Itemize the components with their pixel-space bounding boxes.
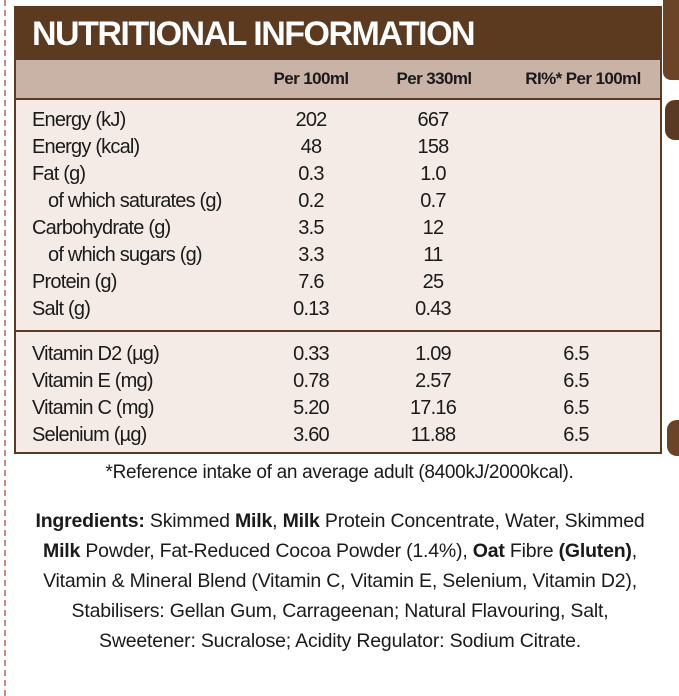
nutrient-row: Energy (kJ) 202 667: [16, 108, 660, 135]
nutrient-label: of which sugars (g): [48, 244, 203, 266]
vitamin-row: Vitamin C (mg) 5.20 17.16 6.5: [16, 396, 660, 423]
value-ri-percent: 6.5: [563, 343, 589, 365]
value-ri-percent: 6.5: [563, 370, 589, 392]
value-per-330ml: 25: [422, 271, 444, 293]
nutrient-label: Energy (kJ): [32, 109, 126, 131]
value-per-100ml: 3.5: [298, 217, 324, 239]
value-per-330ml: 158: [417, 136, 450, 158]
header-divider: [16, 98, 660, 100]
ingredient-emphasis: Oat: [472, 540, 505, 562]
nutrient-row: Salt (g) 0.13 0.43: [16, 297, 660, 324]
column-header-ri: RI%* Per 100ml: [525, 69, 641, 88]
nutrient-row: Carbohydrate (g) 3.5 12: [16, 216, 660, 243]
value-ri-percent: 6.5: [563, 424, 589, 446]
nutrient-label: Selenium (µg): [32, 424, 147, 446]
ingredients-text: Ingredients: Skimmed Milk, Milk Protein …: [30, 506, 650, 656]
panel-title: NUTRITIONAL INFORMATION: [16, 8, 660, 60]
nutrient-label: Carbohydrate (g): [32, 217, 171, 239]
ingredient-emphasis: Milk: [43, 540, 81, 562]
value-per-330ml: 0.43: [415, 298, 452, 320]
nutrient-label: of which saturates (g): [48, 190, 222, 212]
value-per-330ml: 1.0: [420, 163, 446, 185]
nutrient-row: of which saturates (g) 0.2 0.7: [16, 189, 660, 216]
nutrient-row: of which sugars (g) 3.3 11: [16, 243, 660, 270]
macro-rows: Energy (kJ) 202 667 Energy (kcal) 48 158 Fat (…: [16, 100, 660, 324]
value-per-330ml: 11: [423, 244, 443, 266]
value-per-100ml: 5.20: [293, 397, 330, 419]
value-per-330ml: 0.7: [420, 190, 446, 212]
value-per-100ml: 202: [295, 109, 328, 131]
nutrient-label: Energy (kcal): [32, 136, 140, 158]
value-per-330ml: 2.57: [415, 370, 452, 392]
value-per-330ml: 12: [422, 217, 444, 239]
ingredient-segment: Protein Concentrate, Water, Skimmed: [319, 510, 645, 532]
nutrient-label: Vitamin D2 (µg): [32, 343, 160, 365]
column-header-per-330ml: Per 330ml: [396, 69, 473, 88]
ingredient-segment: Skimmed: [144, 510, 236, 532]
value-per-100ml: 0.33: [293, 343, 330, 365]
value-per-330ml: 1.09: [415, 343, 452, 365]
nutrient-label: Salt (g): [32, 298, 91, 320]
value-per-330ml: 17.16: [409, 397, 457, 419]
column-header-per-100ml: Per 100ml: [273, 69, 350, 88]
value-per-100ml: 0.3: [298, 163, 324, 185]
nutrient-label: Protein (g): [32, 271, 117, 293]
value-per-100ml: 0.13: [293, 298, 330, 320]
nutrient-row: Fat (g) 0.3 1.0: [16, 162, 660, 189]
packaging-graphic-top: [663, 0, 679, 80]
ingredient-emphasis: Milk: [235, 510, 273, 532]
vitamin-row: Vitamin E (mg) 0.78 2.57 6.5: [16, 369, 660, 396]
reference-footnote: *Reference intake of an average adult (8…: [105, 462, 574, 483]
nutrient-row: Energy (kcal) 48 158: [16, 135, 660, 162]
ingredient-segment: ,: [272, 510, 283, 532]
nutrient-label: Vitamin C (mg): [32, 397, 155, 419]
value-per-100ml: 0.2: [298, 190, 324, 212]
ingredient-emphasis: (Gluten): [558, 540, 632, 562]
section-divider: [16, 330, 660, 332]
value-ri-percent: 6.5: [563, 397, 589, 419]
nutrient-row: Protein (g) 7.6 25: [16, 270, 660, 297]
ingredient-emphasis: Milk: [282, 510, 320, 532]
ingredient-segment: Fibre: [504, 540, 559, 562]
packaging-graphic-low: [667, 420, 679, 456]
ingredient-segment: , Vitamin & Mineral Blend (Vitamin C, Vi…: [43, 540, 637, 652]
vitamin-rows: Vitamin D2 (µg) 0.33 1.09 6.5 Vitamin E (mg)…: [16, 342, 660, 450]
vitamin-row: Vitamin D2 (µg) 0.33 1.09 6.5: [16, 342, 660, 369]
value-per-100ml: 48: [300, 136, 322, 158]
column-header-row: Per 100ml Per 330ml RI%* Per 100ml: [16, 60, 660, 98]
value-per-100ml: 3.60: [293, 424, 330, 446]
value-per-100ml: 7.6: [298, 271, 324, 293]
value-per-100ml: 3.3: [298, 244, 324, 266]
nutrition-panel: NUTRITIONAL INFORMATION Per 100ml Per 33…: [14, 6, 662, 454]
ingredient-emphasis: Ingredients:: [35, 510, 145, 532]
vitamin-row: Selenium (µg) 3.60 11.88 6.5: [16, 423, 660, 450]
dashed-cut-line: [4, 0, 6, 696]
value-per-100ml: 0.78: [293, 370, 330, 392]
packaging-graphic-mid: [665, 100, 679, 140]
value-per-330ml: 667: [417, 109, 450, 131]
ingredient-segment: Powder, Fat-Reduced Cocoa Powder (1.4%),: [80, 540, 473, 562]
value-per-330ml: 11.88: [410, 424, 456, 446]
nutrient-label: Fat (g): [32, 163, 86, 185]
nutrient-label: Vitamin E (mg): [32, 370, 153, 392]
